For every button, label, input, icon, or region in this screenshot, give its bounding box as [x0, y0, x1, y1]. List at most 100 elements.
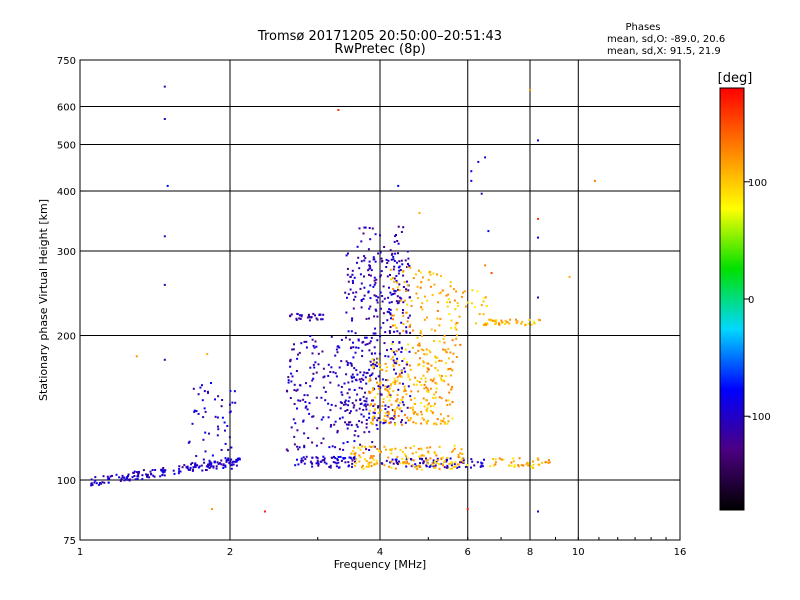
- data-point: [483, 458, 485, 461]
- data-point: [435, 423, 438, 426]
- data-point: [401, 419, 403, 422]
- data-point: [193, 409, 196, 412]
- data-point: [409, 378, 411, 381]
- data-point: [353, 298, 355, 301]
- data-point: [351, 273, 354, 276]
- data-point: [320, 318, 323, 321]
- data-point: [349, 410, 352, 413]
- data-point: [392, 390, 395, 393]
- data-point: [417, 364, 420, 367]
- data-point: [377, 252, 380, 255]
- data-point: [424, 380, 427, 383]
- data-point: [365, 317, 368, 320]
- data-point: [386, 414, 389, 417]
- data-point: [425, 457, 427, 460]
- data-point: [354, 460, 356, 463]
- data-point: [430, 409, 432, 412]
- data-point: [312, 377, 315, 380]
- data-point: [388, 308, 391, 311]
- data-point: [339, 455, 342, 458]
- data-point: [395, 350, 398, 353]
- data-point: [369, 297, 372, 300]
- data-point: [335, 465, 338, 468]
- data-point: [538, 463, 541, 466]
- data-point: [411, 406, 414, 409]
- data-point: [517, 464, 520, 467]
- data-point: [530, 323, 533, 326]
- data-point: [502, 458, 505, 461]
- data-point: [399, 299, 402, 302]
- data-point: [407, 316, 410, 319]
- data-point: [360, 306, 363, 309]
- data-point: [360, 421, 363, 424]
- data-point: [396, 376, 399, 379]
- data-point: [389, 331, 391, 334]
- data-point: [446, 404, 449, 406]
- data-point: [386, 310, 389, 313]
- data-point: [448, 462, 451, 465]
- data-point: [438, 340, 441, 343]
- data-point: [230, 446, 233, 449]
- data-point: [423, 318, 426, 321]
- data-point: [214, 415, 217, 418]
- data-point: [396, 281, 399, 284]
- data-point: [530, 465, 533, 468]
- data-point: [374, 233, 377, 236]
- data-point: [214, 460, 216, 463]
- data-point: [102, 475, 105, 478]
- data-point: [127, 473, 130, 476]
- data-point: [420, 402, 423, 405]
- data-point: [393, 265, 396, 268]
- data-point: [153, 475, 156, 478]
- data-point: [421, 308, 424, 311]
- data-point: [308, 402, 311, 405]
- data-point: [163, 470, 166, 473]
- data-point: [304, 458, 307, 461]
- data-point: [221, 416, 224, 419]
- data-point: [185, 466, 188, 469]
- data-point: [303, 394, 306, 397]
- data-point: [396, 462, 399, 464]
- data-point: [357, 256, 360, 259]
- data-point: [494, 322, 497, 325]
- data-point: [440, 457, 443, 460]
- data-point: [389, 312, 392, 315]
- data-point: [414, 352, 417, 355]
- data-point: [418, 344, 421, 347]
- data-point: [456, 466, 459, 469]
- data-point: [477, 160, 480, 163]
- data-point: [515, 321, 518, 324]
- data-point: [454, 308, 457, 311]
- data-point: [438, 324, 441, 327]
- colorbar-label: [deg]: [718, 71, 753, 86]
- data-point: [392, 418, 395, 421]
- data-point: [394, 383, 396, 385]
- data-point: [419, 457, 421, 460]
- data-point: [296, 313, 299, 315]
- data-point: [520, 464, 523, 467]
- data-point: [353, 446, 355, 449]
- data-point: [332, 461, 335, 464]
- data-point: [419, 330, 422, 332]
- data-point: [389, 268, 392, 271]
- data-point: [448, 313, 451, 316]
- data-point: [387, 385, 390, 388]
- data-point: [414, 463, 417, 466]
- data-point: [317, 363, 320, 366]
- data-point: [204, 431, 207, 434]
- data-point: [405, 458, 408, 461]
- data-point: [402, 274, 405, 277]
- data-point: [390, 403, 393, 406]
- data-point: [364, 336, 367, 339]
- data-point: [451, 451, 453, 453]
- data-point: [100, 482, 103, 485]
- data-point: [393, 330, 396, 333]
- data-point: [389, 291, 392, 294]
- data-point: [385, 366, 388, 369]
- data-point: [393, 280, 396, 283]
- data-point: [391, 356, 394, 359]
- data-point: [470, 179, 473, 182]
- data-point: [301, 459, 304, 462]
- data-point: [193, 410, 196, 413]
